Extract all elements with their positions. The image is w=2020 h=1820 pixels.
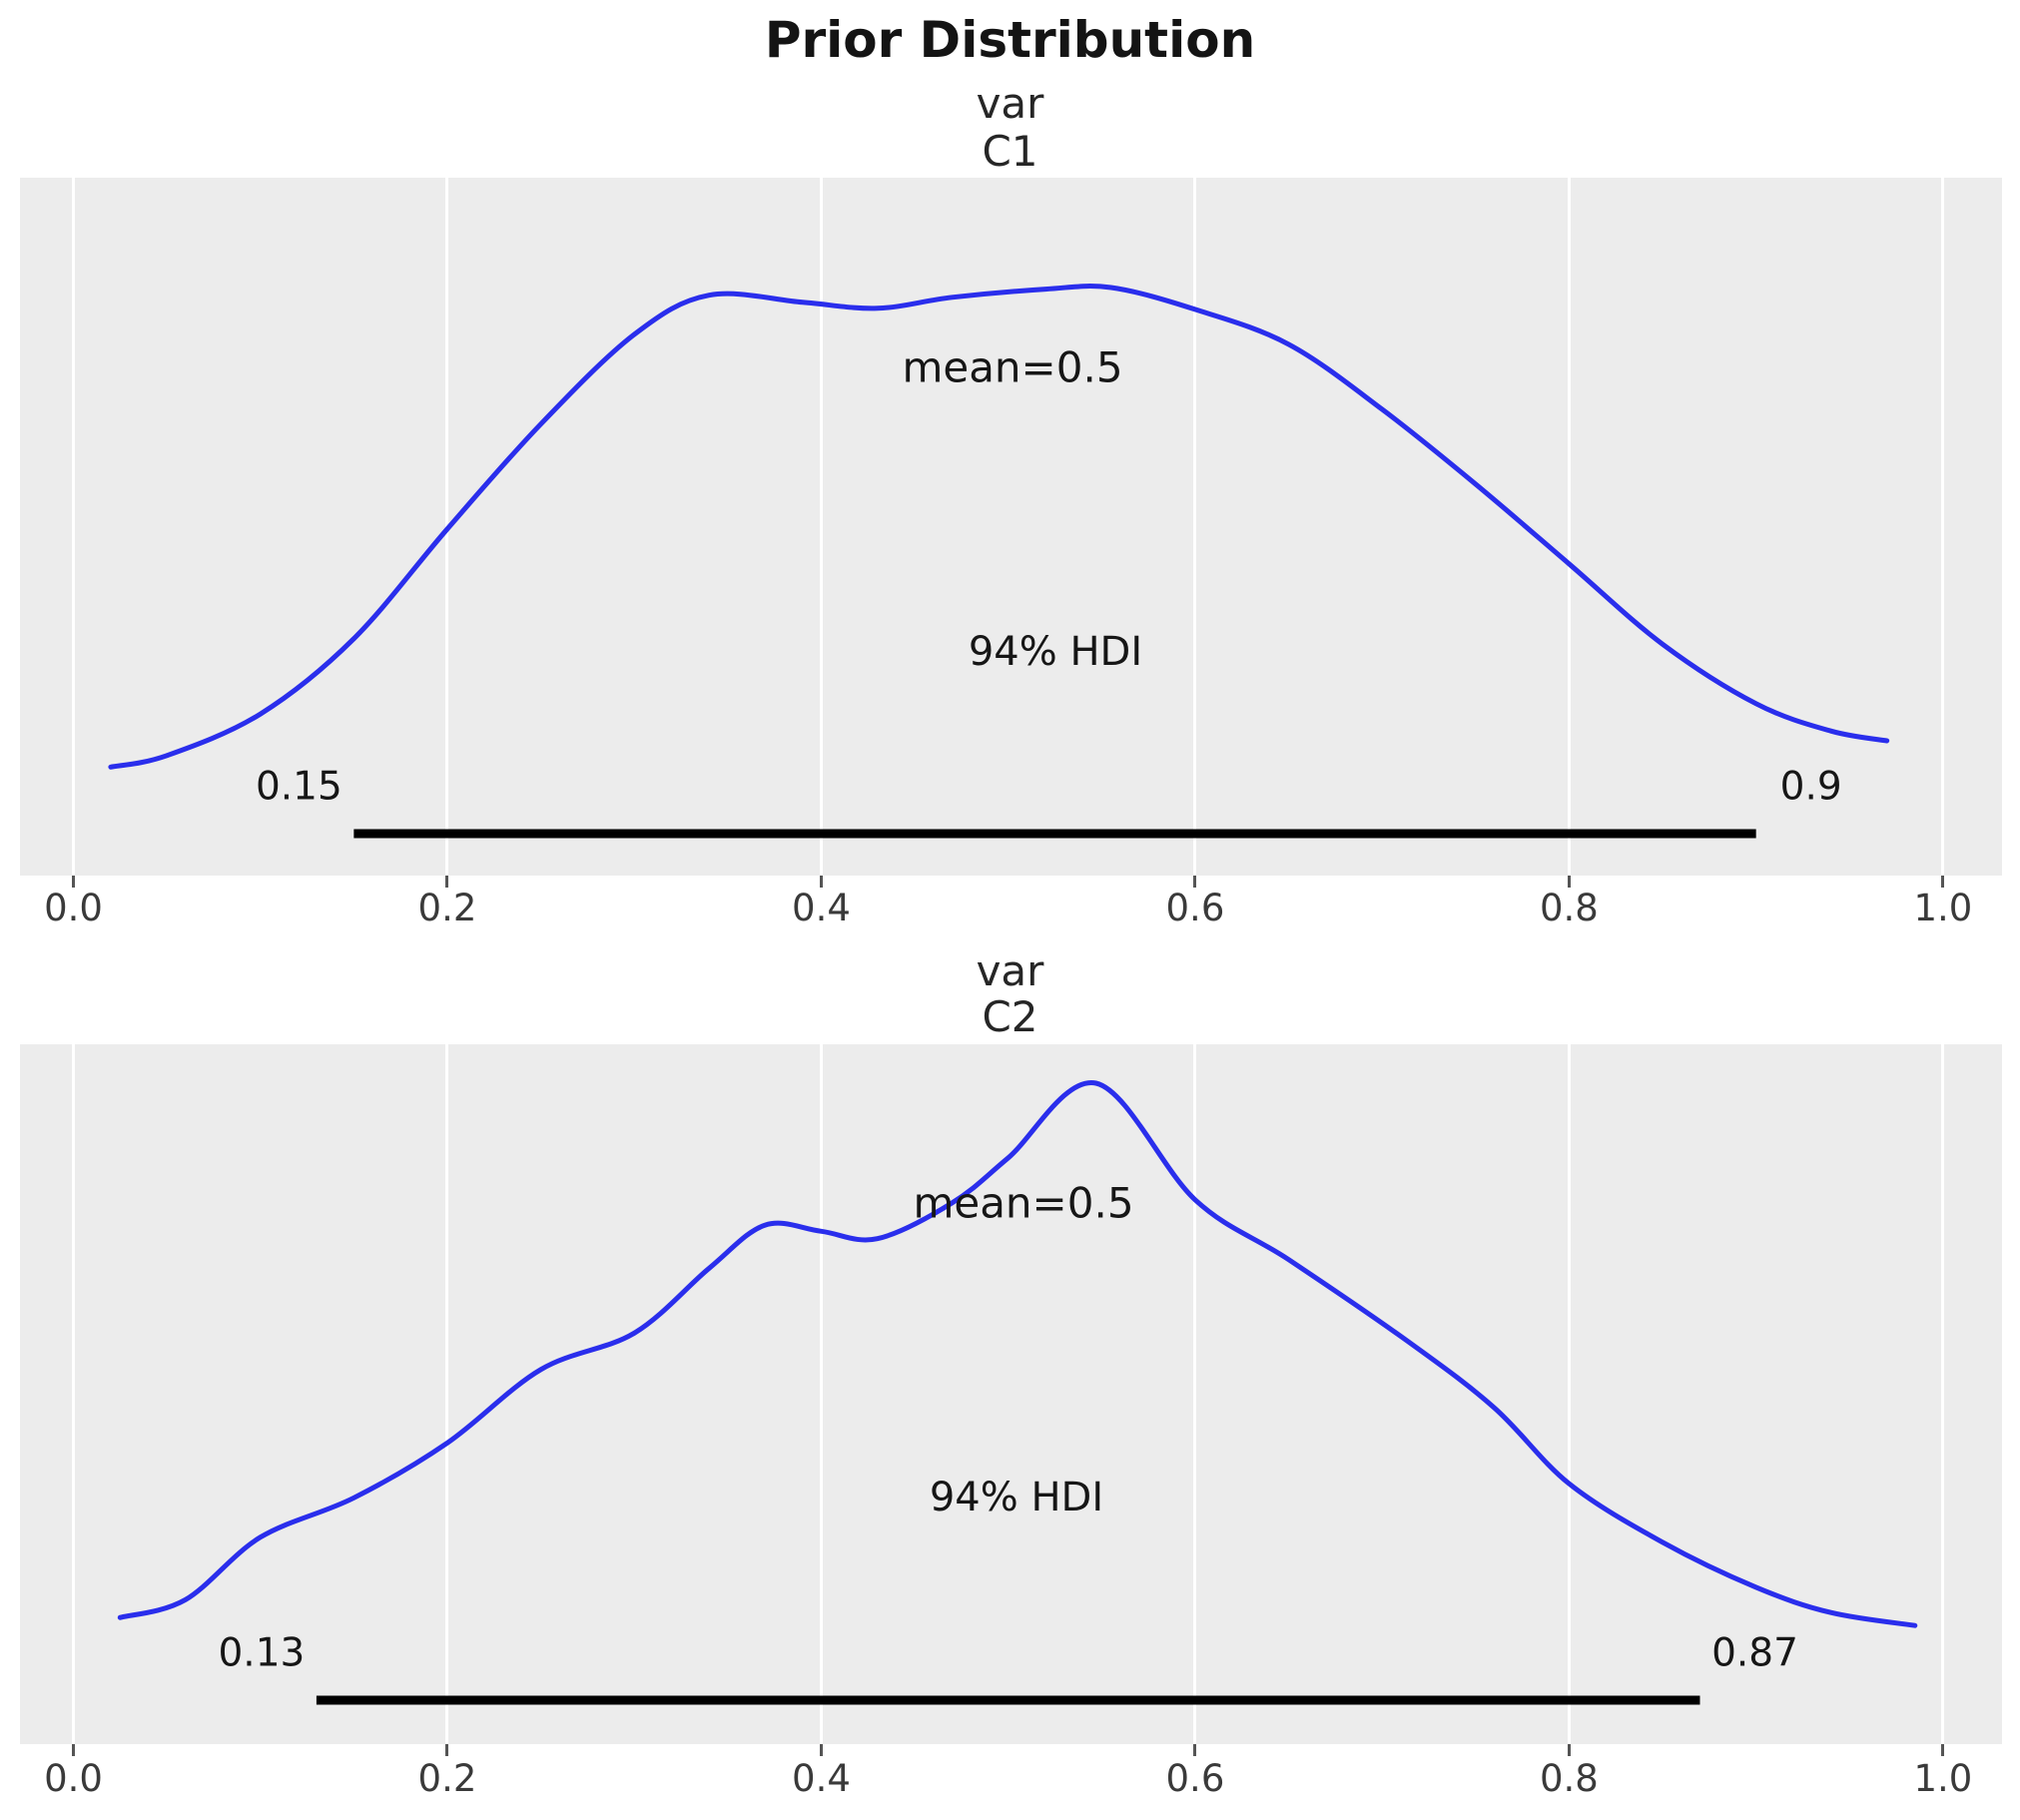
x-tick-label: 0.6 bbox=[1165, 1757, 1225, 1800]
gridline bbox=[1193, 1044, 1197, 1744]
mean-annotation-c2: mean=0.5 bbox=[913, 1178, 1134, 1228]
hdi-annotation-c2: 94% HDI bbox=[929, 1475, 1104, 1520]
x-tick-mark bbox=[1193, 876, 1197, 888]
subplot-title-c1-line2: C1 bbox=[982, 127, 1038, 176]
x-tick-label: 0.0 bbox=[44, 1757, 103, 1800]
gridline bbox=[1941, 1044, 1945, 1744]
x-tick-label: 0.2 bbox=[417, 1757, 477, 1800]
x-tick-mark bbox=[1941, 876, 1945, 888]
subplot-title-c2-line2: C2 bbox=[982, 992, 1038, 1041]
x-tick-label: 0.4 bbox=[792, 887, 851, 929]
gridline bbox=[819, 178, 823, 876]
x-tick-mark bbox=[72, 1744, 75, 1756]
subplot-title-c2-line1: var bbox=[976, 946, 1044, 995]
x-tick-mark bbox=[1941, 1744, 1945, 1756]
subplot-title-c1-line1: var bbox=[976, 79, 1044, 128]
hdi-annotation-c1: 94% HDI bbox=[968, 629, 1143, 675]
kde-curve-svg bbox=[108, 284, 1890, 839]
hdi-upper-value-c1: 0.9 bbox=[1779, 764, 1842, 810]
x-tick-mark bbox=[445, 876, 449, 888]
x-tick-mark bbox=[819, 876, 823, 888]
kde-curve bbox=[108, 284, 1890, 770]
x-tick-label: 1.0 bbox=[1913, 887, 1973, 929]
x-tick-mark bbox=[1193, 1744, 1197, 1756]
hdi-lower-value-c1: 0.15 bbox=[255, 764, 342, 810]
x-tick-label: 0.4 bbox=[792, 1757, 851, 1800]
axes-panel-c2: mean=0.5 94% HDI 0.13 0.87 bbox=[20, 1044, 2002, 1744]
gridline bbox=[72, 178, 75, 876]
gridline bbox=[819, 1044, 823, 1744]
x-tick-mark bbox=[1567, 1744, 1571, 1756]
gridline bbox=[1567, 1044, 1571, 1744]
axes-panel-c1: mean=0.5 94% HDI 0.15 0.9 bbox=[20, 178, 2002, 876]
subplot-title-c2: var C2 bbox=[0, 948, 2020, 1040]
gridline bbox=[445, 1044, 449, 1744]
x-tick-label: 0.0 bbox=[44, 887, 103, 929]
kde-curve-svg bbox=[117, 1080, 1918, 1705]
subplot-title-c1: var C1 bbox=[0, 80, 2020, 176]
mean-annotation-c1: mean=0.5 bbox=[902, 342, 1123, 392]
hdi-upper-value-c2: 0.87 bbox=[1711, 1630, 1798, 1676]
x-tick-mark bbox=[72, 876, 75, 888]
gridline bbox=[1193, 178, 1197, 876]
x-tick-label: 0.8 bbox=[1539, 1757, 1599, 1800]
x-tick-label: 0.2 bbox=[417, 887, 477, 929]
gridline bbox=[1567, 178, 1571, 876]
x-tick-label: 0.8 bbox=[1539, 887, 1599, 929]
x-tick-mark bbox=[819, 1744, 823, 1756]
kde-curve bbox=[117, 1080, 1918, 1628]
x-tick-mark bbox=[1567, 876, 1571, 888]
hdi-lower-value-c2: 0.13 bbox=[218, 1630, 306, 1676]
x-tick-label: 0.6 bbox=[1165, 887, 1225, 929]
x-tick-label: 1.0 bbox=[1913, 1757, 1973, 1800]
gridline bbox=[1941, 178, 1945, 876]
figure-title: Prior Distribution bbox=[764, 11, 1256, 69]
gridline bbox=[72, 1044, 75, 1744]
x-tick-mark bbox=[445, 1744, 449, 1756]
